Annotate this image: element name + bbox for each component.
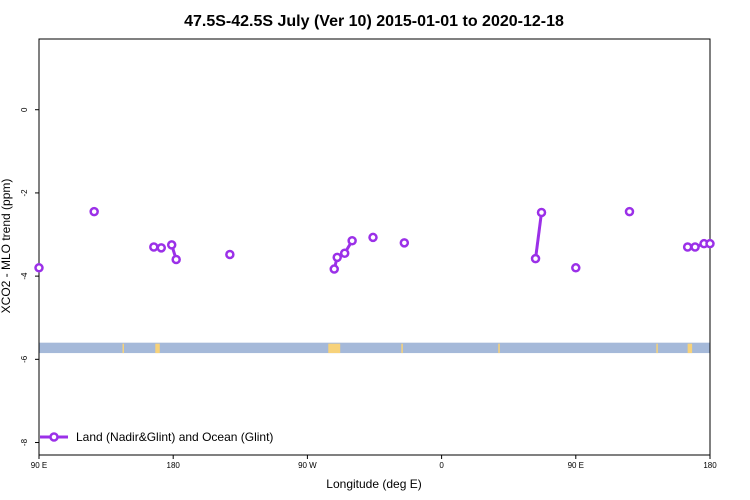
- landmask-land-patch: [687, 343, 693, 354]
- x-axis: 90 E 180 90 W 0 90 E 180: [31, 455, 717, 470]
- x-tick-label: 90 E: [31, 461, 47, 470]
- y-tick-label: 0: [20, 107, 29, 112]
- y-tick-label: -4: [20, 272, 29, 280]
- data-point: [332, 252, 342, 263]
- data-point: [368, 232, 378, 243]
- y-tick-label: -8: [20, 438, 29, 446]
- landmask: [39, 342, 710, 354]
- data-point: [682, 242, 693, 252]
- data-point: [329, 264, 339, 274]
- x-tick-label: 90 E: [568, 461, 584, 470]
- landmask-land-patch: [328, 343, 341, 354]
- data-point: [347, 236, 357, 246]
- data-point: [156, 243, 167, 253]
- data-point: [89, 206, 99, 217]
- y-tick-label: -2: [20, 189, 29, 197]
- y-tick-label: -6: [20, 355, 29, 363]
- legend-label: Land (Nadir&Glint) and Ocean (Glint): [76, 430, 273, 444]
- x-tick-label: 0: [439, 461, 444, 470]
- x-tick-label: 180: [703, 461, 717, 470]
- series-line: [534, 212, 543, 259]
- data-point: [399, 238, 410, 248]
- data-point: [705, 238, 715, 249]
- landmask-land-patch: [155, 343, 160, 354]
- data-point: [536, 207, 547, 218]
- landmask-land-patch: [401, 343, 403, 354]
- x-tick-label: 90 W: [298, 461, 317, 470]
- data-point: [339, 248, 350, 258]
- data-point: [149, 242, 159, 252]
- chart-title: 47.5S-42.5S July (Ver 10) 2015-01-01 to …: [184, 13, 564, 30]
- data-point: [624, 206, 635, 217]
- data-point: [690, 242, 700, 252]
- x-axis-label: Longitude (deg E): [326, 477, 421, 491]
- legend-marker-swatch: [49, 432, 59, 442]
- data-point: [166, 240, 177, 250]
- landmask-land-patch: [122, 343, 125, 354]
- x-tick-label: 180: [167, 461, 181, 470]
- data-point: [171, 254, 181, 265]
- landmask-land-patch: [498, 343, 500, 354]
- data-point: [530, 253, 541, 264]
- y-axis: 0 -2 -4 -6 -8: [20, 107, 39, 446]
- y-axis-label: XCO2 - MLO trend (ppm): [0, 179, 13, 314]
- series-layer: [34, 206, 715, 274]
- landmask-ocean-band: [39, 342, 710, 354]
- legend: Land (Nadir&Glint) and Ocean (Glint): [40, 430, 273, 444]
- data-point: [34, 263, 44, 273]
- data-point: [571, 263, 581, 273]
- plot-frame: [38, 38, 711, 456]
- data-point: [225, 249, 235, 260]
- landmask-land-patch: [656, 343, 658, 354]
